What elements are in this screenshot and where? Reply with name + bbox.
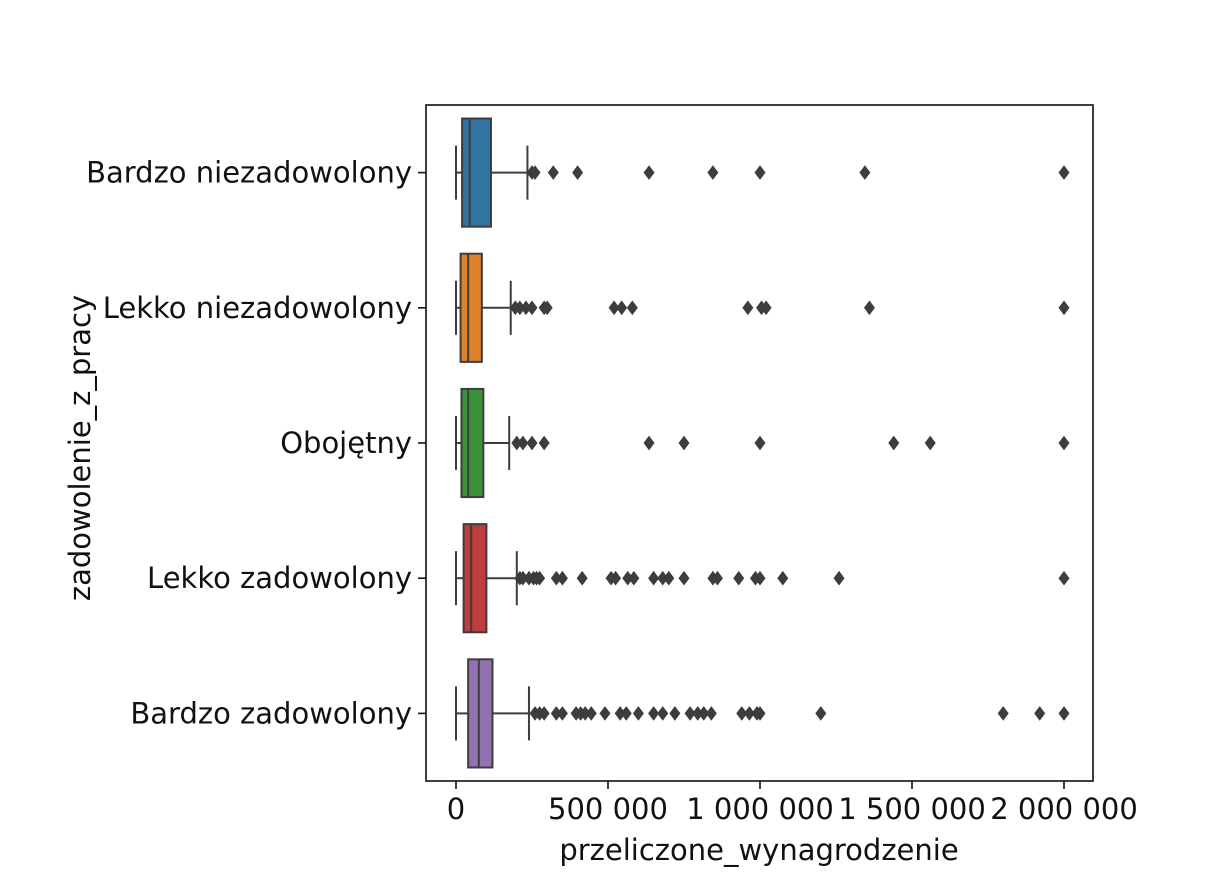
outlier-point (815, 706, 827, 721)
outlier-point (859, 165, 871, 180)
x-tick-label: 2 000 000 (990, 792, 1138, 826)
box-group (455, 523, 1070, 634)
outlier-point (698, 706, 710, 721)
outlier-point (754, 435, 766, 451)
x-axis: 0 500 000 1 000 000 1 500 000 2 000 000 (447, 781, 1138, 826)
outlier-point (678, 435, 690, 451)
outlier-point (599, 706, 611, 721)
outlier-point (576, 570, 588, 586)
y-tick-label: Bardzo zadowolony (130, 696, 412, 730)
outlier-point (711, 570, 723, 586)
outlier-point (648, 570, 660, 586)
y-axis: Bardzo niezadowolony Lekko niezadowolony O… (86, 156, 426, 730)
outlier-point (924, 435, 936, 451)
outlier-point (632, 706, 644, 721)
outlier-point (1058, 300, 1070, 316)
outlier-point (643, 165, 655, 180)
outlier-point (517, 435, 529, 451)
box-group (455, 117, 1070, 228)
outlier-point (1058, 435, 1070, 451)
outlier-point (733, 570, 745, 586)
outlier-point (616, 300, 628, 316)
x-tick-label: 1 500 000 (838, 792, 986, 826)
outlier-point (538, 706, 550, 721)
outlier-point (529, 165, 541, 180)
y-tick-label: Lekko zadowolony (147, 561, 412, 595)
plot-area (455, 117, 1070, 769)
outlier-point (1058, 165, 1070, 180)
box (459, 252, 483, 363)
box-group (455, 658, 1070, 769)
x-tick-label: 1 000 000 (686, 792, 834, 826)
outlier-point (743, 706, 755, 721)
y-tick-label: Lekko niezadowolony (103, 291, 412, 325)
x-tick-label: 0 (447, 792, 465, 826)
outlier-point (669, 706, 681, 721)
outlier-point (610, 570, 622, 586)
outlier-point (620, 706, 632, 721)
outlier-point (626, 300, 638, 316)
box (462, 523, 488, 634)
outlier-point (754, 706, 766, 721)
outlier-point (1058, 570, 1070, 586)
y-tick-label: Bardzo niezadowolony (86, 156, 412, 190)
outlier-point (538, 435, 550, 451)
box (460, 387, 485, 499)
outlier-point (707, 165, 719, 180)
outlier-point (648, 706, 660, 721)
outlier-point (556, 706, 568, 721)
outlier-point (556, 570, 568, 586)
outlier-point (534, 570, 546, 586)
outlier-point (526, 435, 538, 451)
outlier-point (547, 165, 559, 180)
outlier-point (833, 570, 845, 586)
box (467, 658, 494, 769)
box-group (455, 387, 1070, 499)
outlier-point (863, 300, 875, 316)
outlier-point (678, 570, 690, 586)
outlier-point (754, 165, 766, 180)
outlier-point (1034, 706, 1046, 721)
outlier-point (585, 706, 597, 721)
y-axis-label: zadowolenie_z_pracy (63, 295, 97, 601)
outlier-point (705, 706, 717, 721)
outlier-point (541, 300, 553, 316)
outlier-point (657, 706, 669, 721)
y-tick-label: Obojętny (280, 426, 412, 460)
outlier-point (1058, 706, 1070, 721)
outlier-point (736, 706, 748, 721)
x-tick-label: 500 000 (548, 792, 668, 826)
outlier-point (760, 300, 772, 316)
box (461, 117, 492, 228)
outlier-point (643, 435, 655, 451)
outlier-point (684, 706, 696, 721)
outlier-point (888, 435, 900, 451)
outlier-point (742, 300, 754, 316)
outlier-point (608, 300, 620, 316)
box-group (455, 252, 1070, 363)
outlier-point (526, 300, 538, 316)
outlier-point (777, 570, 789, 586)
outlier-point (572, 165, 584, 180)
outlier-point (628, 570, 640, 586)
outlier-point (663, 570, 675, 586)
x-axis-label: przeliczone_wynagrodzenie (559, 833, 958, 867)
outlier-point (754, 570, 766, 586)
outlier-point (997, 706, 1009, 721)
